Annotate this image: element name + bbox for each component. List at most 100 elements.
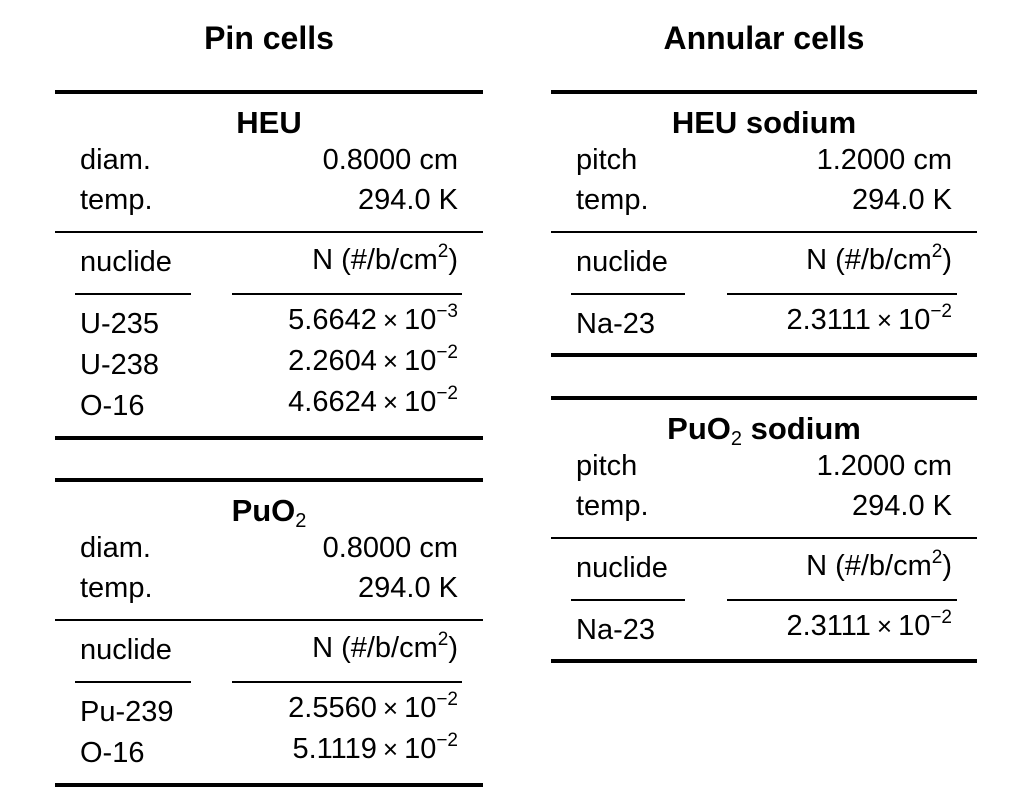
diameter-label: diam. (80, 532, 151, 564)
top-rule (55, 478, 483, 482)
pin-puo2-table: PuO2 diam. 0.8000 cm temp. 294.0 K nucli… (55, 478, 483, 790)
pin-cells-title: Pin cells (204, 20, 334, 56)
mantissa: 2.5560 (288, 692, 377, 724)
mid-rule (551, 231, 977, 233)
annular-heu-sodium-table: HEU sodium pitch 1.2000 cm temp. 294.0 K… (551, 90, 977, 360)
nuclide-density: 4.6624 × 10−2 (288, 384, 458, 419)
density-header-close: ) (448, 632, 458, 664)
exponent: −3 (436, 301, 458, 322)
density-underline (232, 681, 462, 683)
bottom-rule (55, 436, 483, 440)
temperature-label: temp. (80, 572, 153, 604)
nuclide-underline (75, 681, 191, 683)
base: 10 (898, 610, 931, 642)
diameter-value: 0.8000 cm (322, 532, 458, 564)
mantissa: 2.3111 (786, 610, 871, 642)
material-title: PuO2 sodium (551, 411, 977, 450)
nuclide-underline (571, 599, 685, 601)
times-symbol: × (876, 305, 893, 335)
density-header-exp: 2 (931, 241, 943, 262)
material-title-text: PuO (667, 411, 731, 446)
material-title: HEU (236, 105, 302, 140)
temperature-value: 294.0 K (358, 184, 458, 216)
annular-cells-title: Annular cells (663, 20, 865, 56)
base: 10 (404, 304, 437, 336)
top-rule (551, 90, 977, 94)
exponent: −2 (436, 730, 458, 751)
diameter-value: 0.8000 cm (322, 144, 458, 176)
density-underline (232, 293, 462, 295)
material-title-subscript: 2 (295, 510, 307, 532)
mantissa: 2.2604 (288, 345, 377, 377)
nuclide-header: nuclide (80, 634, 172, 666)
mantissa: 2.3111 (786, 304, 871, 336)
nuclide-name: Pu-239 (80, 696, 174, 728)
mid-rule (551, 537, 977, 539)
top-rule (55, 90, 483, 94)
density-header: N (#/b/cm2) (312, 629, 458, 665)
base: 10 (404, 345, 437, 377)
density-header-close: ) (448, 244, 458, 276)
times-symbol: × (876, 611, 893, 641)
density-header: N (#/b/cm2) (806, 547, 952, 583)
nuclide-density: 5.6642 × 10−3 (288, 301, 458, 337)
times-symbol: × (382, 734, 399, 764)
mid-rule (55, 231, 483, 233)
pitch-value: 1.2000 cm (816, 450, 952, 482)
density-header-text: N (#/b/cm (806, 244, 932, 276)
density-header-exp: 2 (437, 629, 449, 650)
temperature-value: 294.0 K (852, 490, 952, 522)
temperature-value: 294.0 K (852, 184, 952, 216)
nuclide-underline (75, 293, 191, 295)
pin-heu-table: HEU diam. 0.8000 cm temp. 294.0 K nuclid… (55, 90, 483, 440)
nuclide-header: nuclide (576, 552, 668, 584)
material-title-subscript: 2 (730, 428, 742, 450)
density-header-close: ) (942, 550, 952, 582)
density-underline (727, 599, 957, 601)
nuclide-header: nuclide (576, 246, 668, 278)
density-header-exp: 2 (931, 547, 943, 568)
bottom-rule (55, 783, 483, 787)
density-header-exp: 2 (437, 241, 449, 262)
temperature-label: temp. (576, 490, 649, 522)
density-header-text: N (#/b/cm (806, 550, 932, 582)
mid-rule (55, 619, 483, 621)
nuclide-name: O-16 (80, 390, 145, 422)
material-title-rest: sodium (742, 411, 861, 446)
temperature-label: temp. (576, 184, 649, 216)
nuclide-density: 2.3111 × 10−2 (786, 607, 952, 643)
pitch-label: pitch (576, 144, 638, 176)
times-symbol: × (382, 693, 399, 723)
material-title: HEU sodium (671, 105, 857, 140)
times-symbol: × (382, 346, 399, 376)
mantissa: 4.6624 (288, 386, 377, 418)
density-header: N (#/b/cm2) (312, 241, 458, 277)
material-title-text: PuO (231, 493, 296, 528)
mantissa: 5.6642 (288, 304, 377, 336)
density-underline (727, 293, 957, 295)
pitch-label: pitch (576, 450, 638, 482)
bottom-rule (551, 353, 977, 357)
nuclide-name: Na-23 (576, 308, 655, 340)
nuclide-name: U-235 (80, 308, 159, 340)
mantissa: 5.1119 (292, 733, 377, 765)
nuclide-name: Na-23 (576, 614, 655, 646)
density-header: N (#/b/cm2) (806, 241, 952, 277)
exponent: −2 (930, 607, 952, 628)
exponent: −2 (436, 342, 458, 363)
nuclide-name: O-16 (80, 737, 145, 769)
nuclide-header: nuclide (80, 246, 172, 278)
base: 10 (404, 733, 437, 765)
material-title: PuO2 (55, 493, 483, 532)
diameter-label: diam. (80, 144, 151, 176)
exponent: −2 (930, 301, 952, 322)
nuclide-density: 2.5560 × 10−2 (288, 690, 458, 725)
base: 10 (898, 304, 931, 336)
temperature-value: 294.0 K (358, 572, 458, 604)
base: 10 (404, 692, 437, 724)
nuclide-name: U-238 (80, 349, 159, 381)
times-symbol: × (382, 305, 399, 335)
pitch-value: 1.2000 cm (816, 144, 952, 176)
temperature-label: temp. (80, 184, 153, 216)
nuclide-underline (571, 293, 685, 295)
